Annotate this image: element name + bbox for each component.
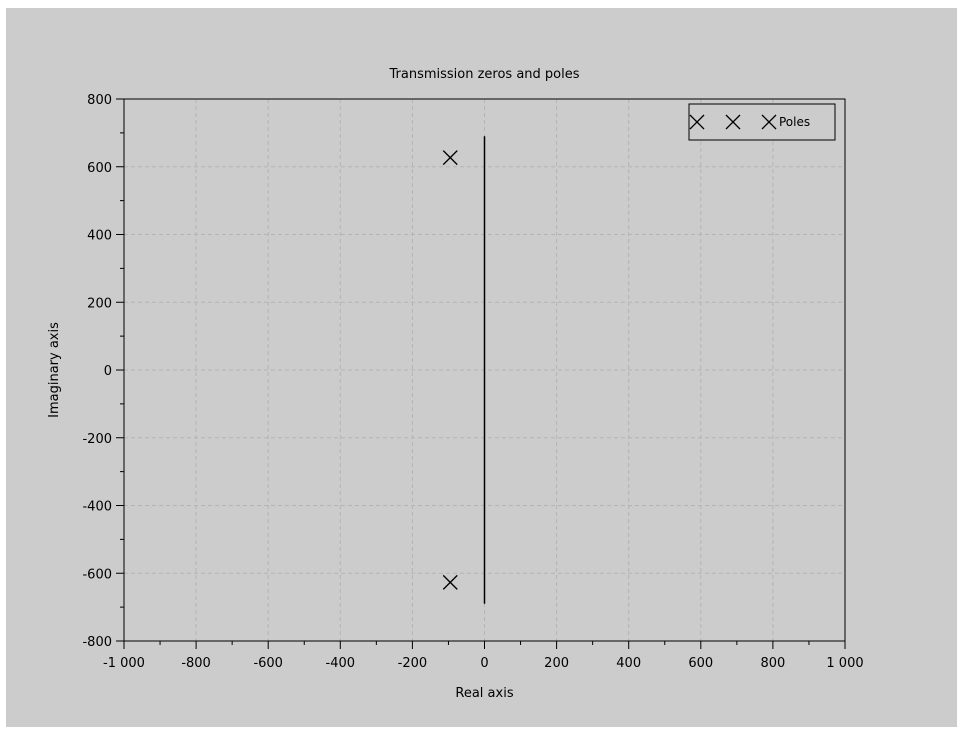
- x-tick-label: 200: [544, 656, 569, 671]
- x-tick-label: 600: [688, 656, 713, 671]
- y-tick-label: -200: [82, 432, 112, 447]
- chart-title: Transmission zeros and poles: [388, 67, 579, 82]
- x-tick-label: -800: [181, 656, 211, 671]
- legend-marker: [725, 114, 741, 130]
- y-axis-title: Imaginary axis: [47, 322, 62, 418]
- marker-stroke: [442, 150, 458, 166]
- x-tick-label: -600: [253, 656, 283, 671]
- tick-labels: -1 000 -800 -600 -400 -200 0 200 400 600 800 1 000…: [82, 93, 863, 671]
- pole-marker: [442, 574, 458, 590]
- y-tick-label: -600: [82, 567, 112, 582]
- y-tick-label: -800: [82, 635, 112, 650]
- x-tick-label: 1 000: [826, 656, 863, 671]
- legend-label-poles: Poles: [779, 115, 810, 129]
- legend-marker: [689, 114, 705, 130]
- legend-markers: [689, 114, 777, 130]
- x-tick-label: 400: [616, 656, 641, 671]
- y-tick-label: 400: [87, 229, 112, 244]
- axis-ticks: [116, 98, 846, 649]
- x-tick-label: -1 000: [103, 656, 145, 671]
- y-tick-label: -400: [82, 500, 112, 515]
- x-tick-label: -400: [326, 656, 356, 671]
- legend: Poles: [688, 103, 836, 141]
- y-tick-label: 0: [104, 364, 112, 379]
- plot-data: [442, 136, 486, 604]
- legend-marker: [761, 114, 777, 130]
- marker-stroke: [761, 114, 777, 130]
- pole-zero-chart: -1 000 -800 -600 -400 -200 0 200 400 600 800 1 000…: [47, 67, 864, 701]
- marker-stroke: [442, 574, 458, 590]
- marker-stroke: [689, 114, 705, 130]
- pole-marker: [442, 150, 458, 166]
- marker-stroke: [725, 114, 741, 130]
- legend-box: [688, 103, 836, 141]
- x-axis-title: Real axis: [455, 686, 513, 701]
- figure-canvas: -1 000 -800 -600 -400 -200 0 200 400 600 800 1 000…: [6, 8, 957, 727]
- plot-area-frame: [123, 98, 846, 642]
- y-tick-label: 600: [87, 161, 112, 176]
- y-tick-label: 200: [87, 296, 112, 311]
- x-tick-label: 0: [480, 656, 488, 671]
- y-tick-label: 800: [87, 93, 112, 108]
- x-tick-label: 800: [760, 656, 785, 671]
- x-tick-label: -200: [398, 656, 428, 671]
